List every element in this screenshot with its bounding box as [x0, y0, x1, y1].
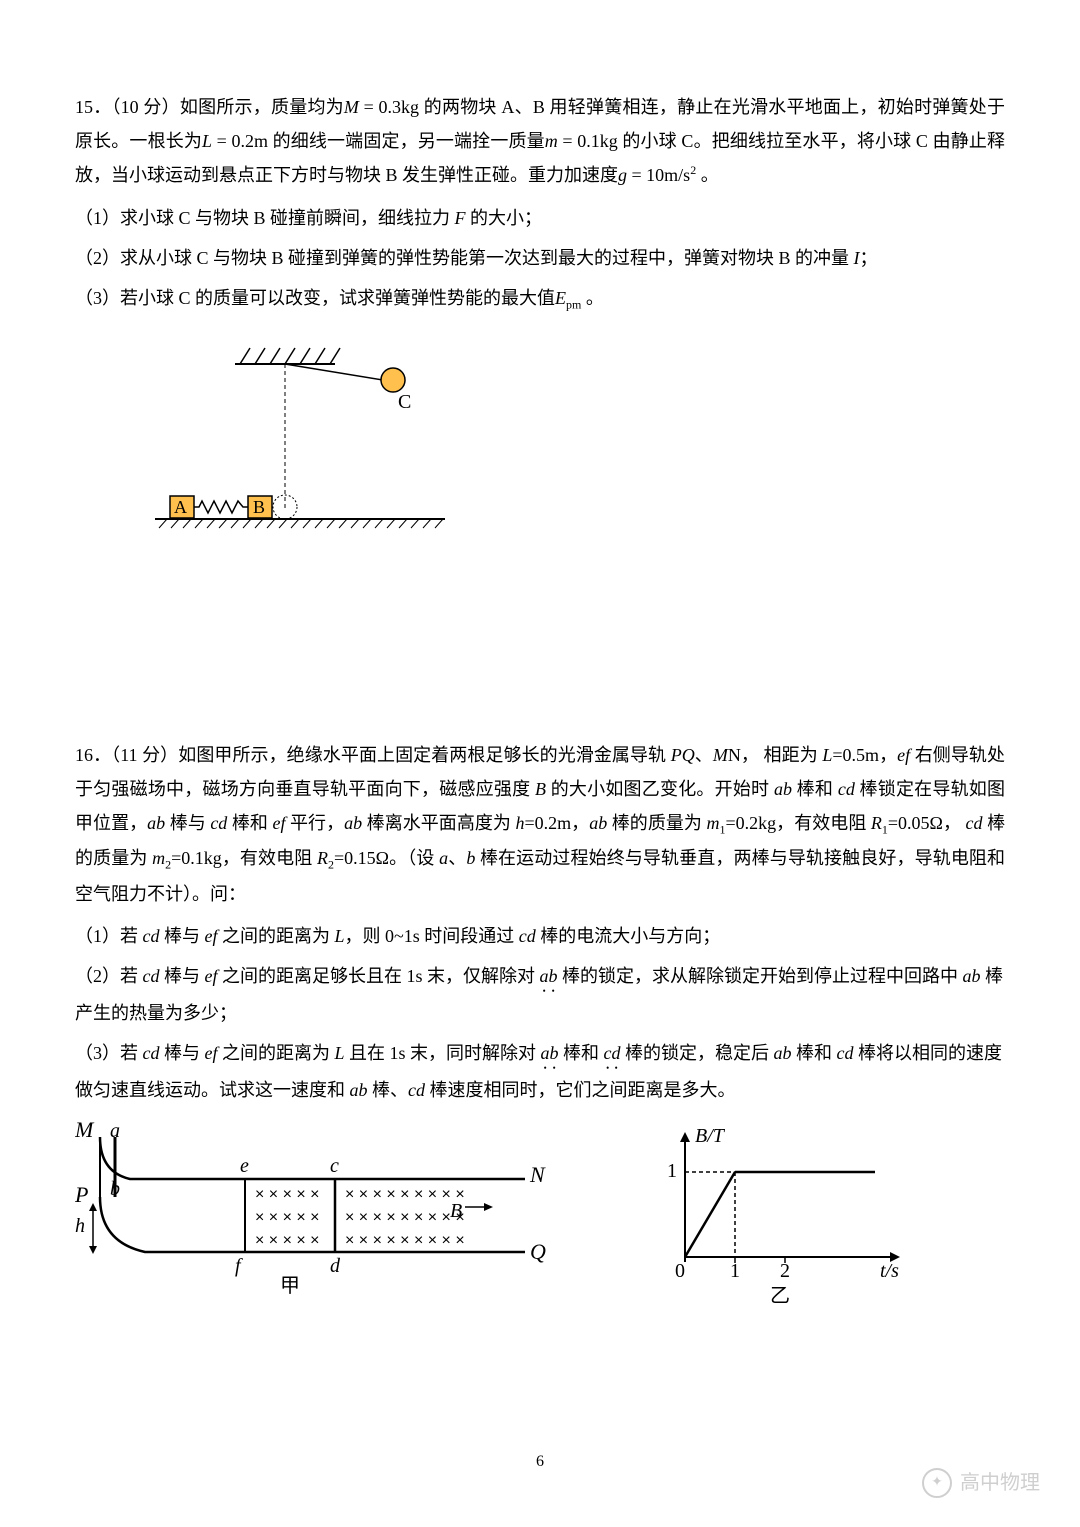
svg-text:× × × × ×: × × × × × [255, 1209, 320, 1226]
label-c: C [398, 391, 411, 413]
x-axis-label: t/s [880, 1260, 899, 1282]
h-arrow-up [89, 1203, 97, 1211]
label-e: e [240, 1155, 249, 1177]
y-tick-1: 1 [667, 1160, 677, 1182]
label-d: d [330, 1255, 341, 1277]
x-tick-2: 2 [780, 1260, 790, 1282]
label-h: h [75, 1215, 85, 1237]
problem-number: 15 [75, 97, 93, 117]
svg-text:× × × × ×: × × × × × [255, 1232, 320, 1249]
problem-15: 15．（10 分）如图所示，质量均为M = 0.3kg 的两物块 A、B 用轻弹… [75, 90, 1005, 558]
y-arrowhead [680, 1132, 690, 1142]
ceiling-hatch [235, 348, 340, 364]
problem-16-text: 16．（11 分）如图甲所示，绝缘水平面上固定着两根足够长的光滑金属导轨 PQ、… [75, 738, 1005, 911]
label-N: N [529, 1162, 546, 1187]
diagram-15-svg: C [155, 336, 455, 546]
problem-number: 16 [75, 745, 93, 765]
label-jia: 甲 [280, 1275, 300, 1297]
spring [194, 501, 248, 513]
diagram-yi: B/T t/s 1 0 1 2 乙 [645, 1117, 925, 1317]
y-axis-label: B/T [695, 1125, 726, 1147]
rail-top [100, 1137, 525, 1179]
label-b: B [253, 497, 265, 517]
label-P: P [75, 1182, 88, 1207]
ball-c [381, 368, 405, 392]
svg-text:× × × × ×: × × × × × [255, 1186, 320, 1203]
problem-16: 16．（11 分）如图甲所示，绝缘水平面上固定着两根足够长的光滑金属导轨 PQ、… [75, 738, 1005, 1318]
field-crosses: × × × × × × × × × × × × × × × × × × × × … [255, 1186, 465, 1249]
label-M: M [75, 1117, 95, 1142]
graph-rise [685, 1172, 735, 1257]
label-c: c [330, 1155, 339, 1177]
label-f: f [235, 1255, 243, 1277]
svg-text:× × × × × × × × ×: × × × × × × × × × [345, 1186, 465, 1203]
watermark-icon: ✦ [922, 1468, 952, 1498]
label-a: A [174, 497, 187, 517]
x-tick-1: 1 [730, 1260, 740, 1282]
ground-hatch [159, 519, 443, 528]
problem-15-q3: （3）若小球 C 的质量可以改变，试求弹簧弹性势能的最大值Epm 。 [75, 281, 1005, 316]
svg-text:× × × × × × × × ×: × × × × × × × × × [345, 1232, 465, 1249]
page-number: 6 [536, 1447, 544, 1477]
b-arrowhead [484, 1203, 493, 1211]
problem-16-q1: （1）若 cd 棒与 ef 之间的距离为 L，则 0~1s 时间段通过 cd 棒… [75, 919, 1005, 953]
watermark: ✦ 高中物理 [922, 1464, 1040, 1502]
problem-15-q1: （1）求小球 C 与物块 B 碰撞前瞬间，细线拉力 F 的大小； [75, 201, 1005, 235]
watermark-text: 高中物理 [960, 1464, 1040, 1502]
string-line [285, 364, 383, 380]
x-tick-0: 0 [675, 1260, 685, 1282]
problem-16-q3: （3）若 cd 棒与 ef 之间的距离为 L 且在 1s 末，同时解除对 ab … [75, 1036, 1005, 1107]
diagram-16: M a P b h e f c d N Q B [75, 1117, 1005, 1317]
h-arrow-down [89, 1246, 97, 1254]
problem-16-q2: （2）若 cd 棒与 ef 之间的距离足够长且在 1s 末，仅解除对 ab 棒的… [75, 959, 1005, 1030]
label-yi: 乙 [770, 1285, 790, 1307]
problem-15-q2: （2）求从小球 C 与物块 B 碰撞到弹簧的弹性势能第一次达到最大的过程中，弹簧… [75, 241, 1005, 275]
diagram-15: C [155, 336, 1005, 557]
svg-text:× × × × × × × × ×: × × × × × × × × × [345, 1209, 465, 1226]
diagram-jia: M a P b h e f c d N Q B [75, 1117, 555, 1317]
label-Q: Q [530, 1239, 546, 1264]
problem-15-text: 15．（10 分）如图所示，质量均为M = 0.3kg 的两物块 A、B 用轻弹… [75, 90, 1005, 193]
